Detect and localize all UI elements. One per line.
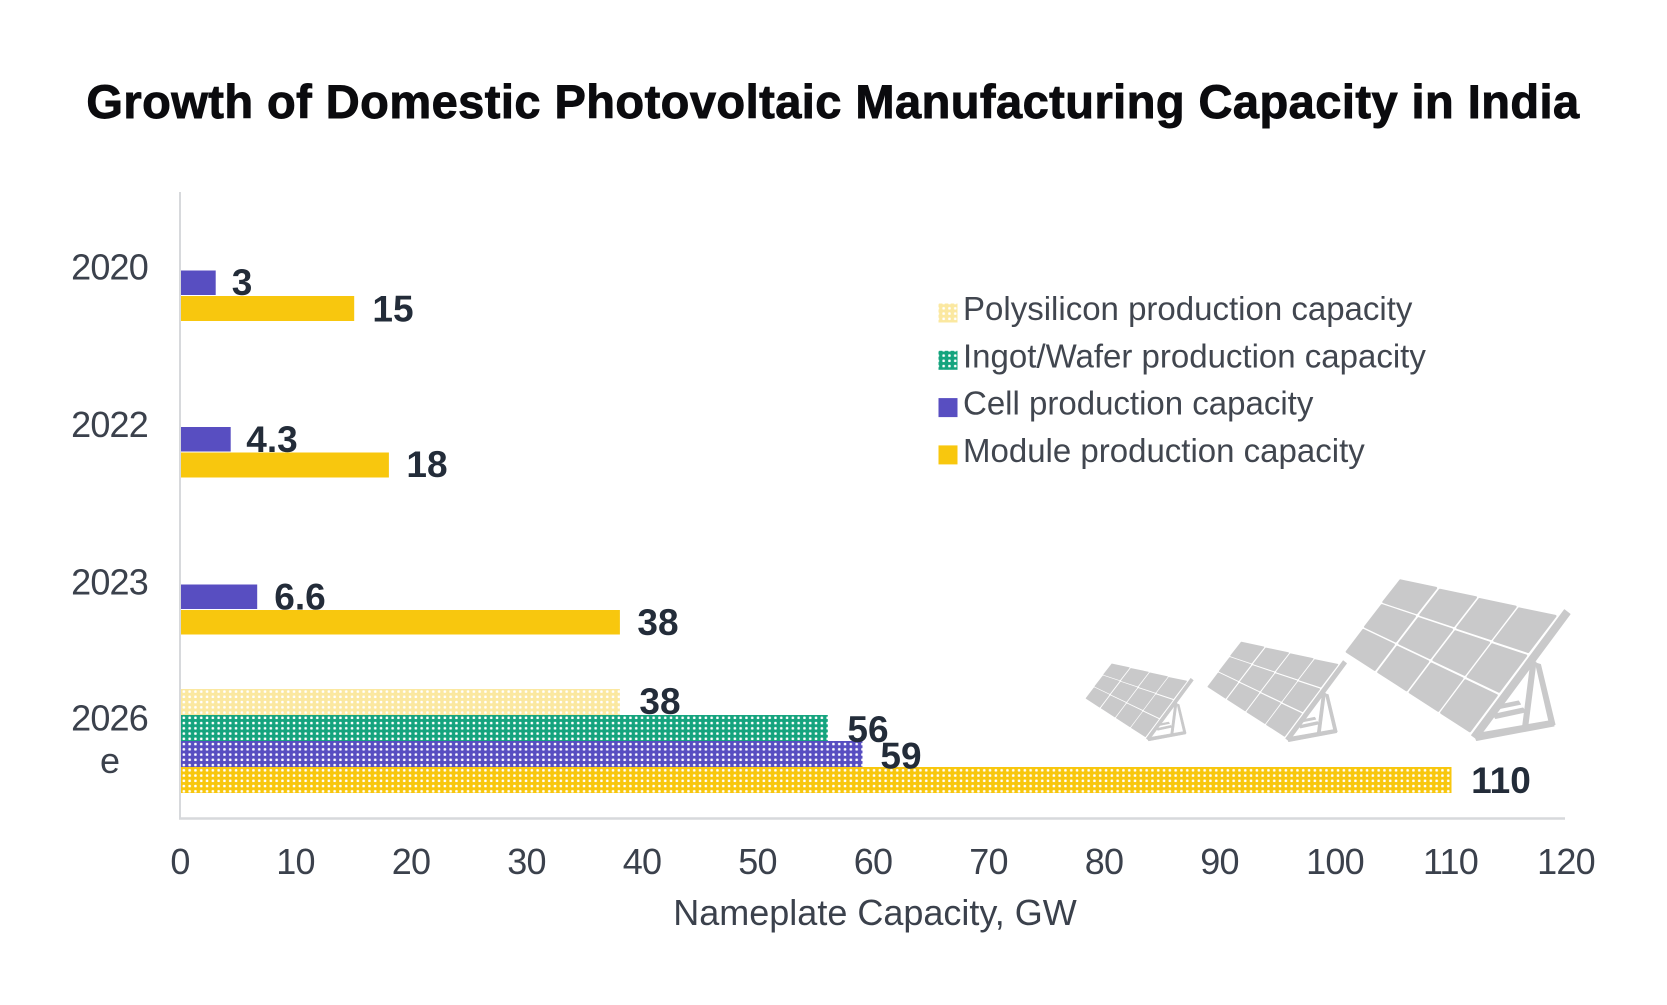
svg-text:60: 60 (854, 841, 892, 882)
svg-text:38: 38 (639, 681, 680, 722)
svg-text:56: 56 (847, 709, 888, 750)
svg-text:e: e (100, 740, 120, 781)
svg-text:120: 120 (1537, 841, 1595, 882)
svg-text:Nameplate Capacity, GW: Nameplate Capacity, GW (673, 892, 1076, 933)
svg-text:Growth of Domestic Photovoltai: Growth of Domestic Photovoltaic Manufact… (86, 75, 1580, 128)
svg-text:80: 80 (1085, 841, 1123, 882)
svg-text:50: 50 (738, 841, 776, 882)
svg-text:20: 20 (392, 841, 430, 882)
svg-text:4.3: 4.3 (246, 419, 297, 460)
svg-text:3: 3 (232, 262, 253, 303)
svg-text:18: 18 (406, 444, 447, 485)
svg-text:40: 40 (623, 841, 661, 882)
svg-text:100: 100 (1306, 841, 1364, 882)
svg-text:10: 10 (276, 841, 314, 882)
svg-text:110: 110 (1423, 841, 1478, 882)
svg-text:2020: 2020 (71, 247, 148, 288)
svg-text:38: 38 (637, 602, 678, 643)
svg-text:59: 59 (880, 736, 921, 777)
svg-text:2023: 2023 (71, 562, 148, 603)
svg-text:Cell production capacity: Cell production capacity (963, 385, 1314, 422)
svg-text:2026: 2026 (71, 698, 148, 739)
svg-text:Ingot/Wafer production capacit: Ingot/Wafer production capacity (963, 337, 1426, 374)
svg-text:6.6: 6.6 (274, 577, 325, 618)
svg-text:0: 0 (170, 841, 189, 882)
svg-text:2022: 2022 (71, 404, 148, 445)
svg-text:Module production capacity: Module production capacity (963, 432, 1365, 469)
svg-text:Polysilicon production capacit: Polysilicon production capacity (963, 290, 1413, 327)
svg-text:70: 70 (969, 841, 1007, 882)
svg-text:30: 30 (507, 841, 545, 882)
svg-text:110: 110 (1471, 760, 1531, 801)
svg-text:90: 90 (1200, 841, 1238, 882)
svg-text:15: 15 (372, 289, 413, 330)
